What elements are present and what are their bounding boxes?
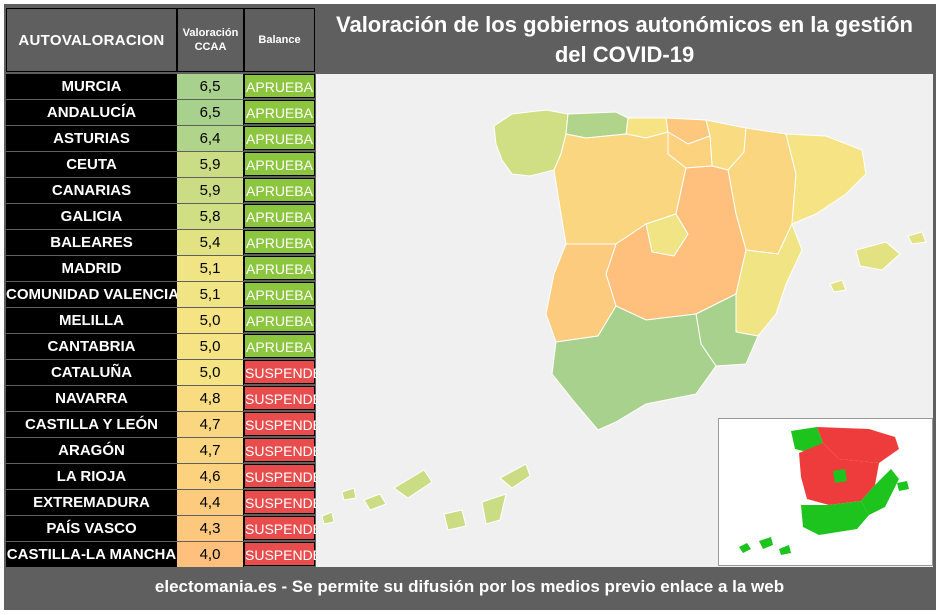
inset-pass-fail-map: [718, 418, 933, 566]
region-value: 5,9: [177, 178, 244, 203]
balance-badge: SUSPENDE: [244, 464, 322, 488]
table-row: CEUTA 5,9 APRUEBA: [6, 152, 315, 177]
table-row: ASTURIAS 6,4 APRUEBA: [6, 126, 315, 151]
region-name: ASTURIAS: [6, 126, 177, 151]
region-value: 6,4: [177, 126, 244, 151]
region-name: CANARIAS: [6, 178, 177, 203]
balance-badge: APRUEBA: [244, 178, 315, 202]
region-value: 4,0: [177, 542, 244, 567]
inset-region-south: [801, 501, 869, 535]
balance-badge: APRUEBA: [244, 152, 315, 176]
balance-badge: SUSPENDE: [244, 542, 322, 566]
footer-credit: electomania.es - Se permite su difusión …: [6, 568, 933, 606]
table-row: EXTREMADURA 4,4 SUSPENDE: [6, 490, 322, 515]
region-name: MURCIA: [6, 74, 177, 99]
balance-badge: APRUEBA: [244, 282, 315, 306]
balance-badge: SUSPENDE: [244, 490, 322, 514]
balance-badge: SUSPENDE: [244, 516, 322, 540]
balance-badge: SUSPENDE: [244, 438, 322, 462]
table-row: CASTILLA Y LEÓN 4,7 SUSPENDE: [6, 412, 322, 437]
table-row: ARAGÓN 4,7 SUSPENDE: [6, 438, 322, 463]
column-header-balance: Balance: [244, 8, 315, 72]
region-name: BALEARES: [6, 230, 177, 255]
map-region-baleares: [855, 241, 901, 271]
balance-badge: APRUEBA: [244, 308, 315, 332]
region-name: PAÍS VASCO: [6, 516, 177, 541]
region-name: CATALUÑA: [6, 360, 177, 385]
balance-badge: APRUEBA: [244, 74, 315, 98]
table-row: BALEARES 5,4 APRUEBA: [6, 230, 315, 255]
balance-badge: SUSPENDE: [244, 386, 322, 410]
region-name: NAVARRA: [6, 386, 177, 411]
region-value: 5,9: [177, 152, 244, 177]
region-value: 4,4: [177, 490, 244, 515]
table-row: MADRID 5,1 APRUEBA: [6, 256, 315, 281]
table-row: LA RIOJA 4,6 SUSPENDE: [6, 464, 322, 489]
balance-badge: APRUEBA: [244, 100, 315, 124]
region-name: MADRID: [6, 256, 177, 281]
region-name: ANDALUCÍA: [6, 100, 177, 125]
region-value: 5,4: [177, 230, 244, 255]
table-row: MURCIA 6,5 APRUEBA: [6, 74, 315, 99]
region-value: 5,1: [177, 256, 244, 281]
table-row: CATALUÑA 5,0 SUSPENDE: [6, 360, 322, 385]
table-row: GALICIA 5,8 APRUEBA: [6, 204, 315, 229]
table-row: CANARIAS 5,9 APRUEBA: [6, 178, 315, 203]
map-region-andalucia: [551, 305, 717, 431]
map-region-cataluna: [785, 133, 867, 225]
balance-badge: APRUEBA: [244, 204, 315, 228]
region-value: 6,5: [177, 100, 244, 125]
table-row: MELILLA 5,0 APRUEBA: [6, 308, 315, 333]
table-row: CASTILLA-LA MANCHA 4,0 SUSPENDE: [6, 542, 322, 567]
region-value: 4,3: [177, 516, 244, 541]
region-value: 5,1: [177, 282, 244, 307]
region-name: CASTILLA Y LEÓN: [6, 412, 177, 437]
region-name: COMUNIDAD VALENCIANA: [6, 282, 177, 307]
region-value: 4,8: [177, 386, 244, 411]
region-name: CEUTA: [6, 152, 177, 177]
table-row: PAÍS VASCO 4,3 SUSPENDE: [6, 516, 322, 541]
balance-badge: SUSPENDE: [244, 412, 322, 436]
balance-badge: APRUEBA: [244, 126, 315, 150]
region-name: CASTILLA-LA MANCHA: [6, 542, 177, 567]
map-region-canarias: [363, 493, 387, 511]
inset-region-east: [861, 469, 899, 515]
balance-badge: APRUEBA: [244, 334, 315, 358]
region-name: ARAGÓN: [6, 438, 177, 463]
region-name: MELILLA: [6, 308, 177, 333]
table-row: CANTABRIA 5,0 APRUEBA: [6, 334, 315, 359]
inset-map-svg: [739, 427, 909, 555]
map-region-asturias: [565, 111, 629, 139]
region-value: 5,8: [177, 204, 244, 229]
region-value: 4,7: [177, 412, 244, 437]
region-value: 5,0: [177, 308, 244, 333]
table-row: ANDALUCÍA 6,5 APRUEBA: [6, 100, 315, 125]
balance-badge: APRUEBA: [244, 230, 315, 254]
region-name: EXTREMADURA: [6, 490, 177, 515]
chart-title: Valoración de los gobiernos autonómicos …: [316, 8, 933, 72]
region-name: GALICIA: [6, 204, 177, 229]
region-value: 4,6: [177, 464, 244, 489]
balance-badge: SUSPENDE: [244, 360, 322, 384]
map-svg: [321, 109, 927, 531]
balance-badge: APRUEBA: [244, 256, 315, 280]
region-value: 5,0: [177, 334, 244, 359]
region-name: LA RIOJA: [6, 464, 177, 489]
region-value: 5,0: [177, 360, 244, 385]
region-name: CANTABRIA: [6, 334, 177, 359]
column-header-value: Valoración CCAA: [177, 8, 244, 72]
spain-map: [316, 74, 933, 567]
table-row: NAVARRA 4,8 SUSPENDE: [6, 386, 322, 411]
region-value: 6,5: [177, 74, 244, 99]
region-value: 4,7: [177, 438, 244, 463]
inset-region-north: [817, 427, 899, 463]
column-header-region: AUTOVALORACION: [6, 8, 177, 72]
